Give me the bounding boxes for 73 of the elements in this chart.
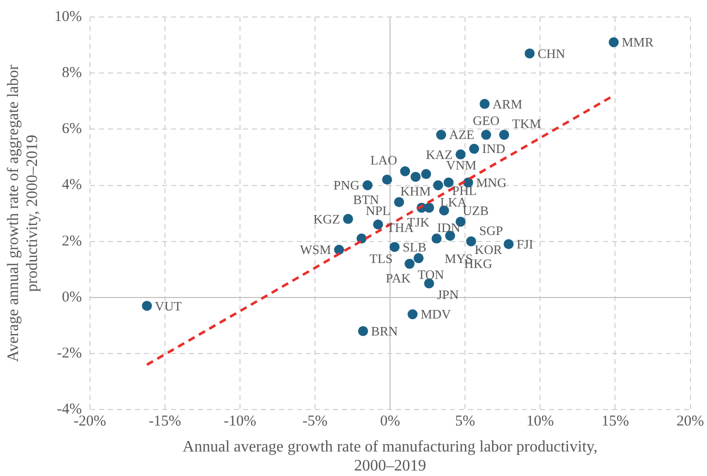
annotation: IDN xyxy=(437,220,461,236)
annotation: TLS xyxy=(370,250,393,266)
annotation: GEO xyxy=(472,113,500,128)
x-tick-label: -20% xyxy=(74,414,106,430)
annotation: WSM xyxy=(300,242,332,258)
annotation: FJI xyxy=(516,236,534,252)
x-tick-label: 0% xyxy=(380,414,400,430)
point xyxy=(358,326,368,336)
x-tick-label: -10% xyxy=(224,414,256,430)
point xyxy=(524,48,535,58)
point xyxy=(466,236,476,246)
y-tick-label: 10% xyxy=(54,8,82,25)
annotation: TKM xyxy=(512,116,542,132)
point xyxy=(343,214,354,224)
point xyxy=(432,234,442,244)
point xyxy=(400,166,410,176)
y-axis-title: Average annual growth rate of aggregate labor productivity, 2000–2019 xyxy=(4,64,42,362)
point xyxy=(424,202,434,213)
annotation: ARM xyxy=(492,96,523,112)
point xyxy=(142,300,152,311)
x-tick-label: 20% xyxy=(676,414,704,430)
x-axis-title: Annual average growth rate of manufacturing labor productivity, 2000–2019 xyxy=(182,438,598,475)
annotation: TON xyxy=(418,267,445,282)
x-tick-label: 15% xyxy=(601,414,629,430)
point xyxy=(444,177,454,188)
y-tick-label: 8% xyxy=(62,65,82,82)
point xyxy=(480,98,490,109)
annotation: PHL xyxy=(452,182,477,198)
annotation: PNG xyxy=(334,178,360,193)
annotation: KHM xyxy=(400,183,432,198)
y-tick-label: 4% xyxy=(62,177,82,194)
point xyxy=(373,220,384,230)
annotation: PAK xyxy=(386,270,412,286)
annotation: MNG xyxy=(476,174,506,190)
point xyxy=(504,239,514,250)
point xyxy=(410,172,421,182)
y-tick-label: 6% xyxy=(62,121,82,138)
annotation: BRN xyxy=(371,324,398,338)
annotation: SGP xyxy=(479,222,503,238)
annotation: LAO xyxy=(370,152,398,168)
point xyxy=(433,180,444,190)
x-tick-label: -15% xyxy=(148,414,182,430)
point xyxy=(608,37,619,48)
x-tick-label: -5% xyxy=(302,414,328,430)
annotation: MMR xyxy=(622,34,654,50)
point xyxy=(469,144,480,154)
point xyxy=(334,244,344,255)
point xyxy=(414,253,424,264)
annotation: VUT xyxy=(154,298,182,314)
y-tick-label: -2% xyxy=(56,345,82,362)
point xyxy=(456,149,466,160)
x-tick-label: 5% xyxy=(455,414,476,430)
annotation: AZE xyxy=(449,127,474,142)
point xyxy=(499,130,510,140)
annotation: JPN xyxy=(437,286,460,302)
annotation: IND xyxy=(482,141,506,156)
y-tick-label: 0% xyxy=(62,289,82,306)
point xyxy=(382,174,392,185)
annotation: CHN xyxy=(538,46,566,61)
point xyxy=(436,130,446,140)
point xyxy=(404,258,415,269)
point xyxy=(408,309,418,320)
annotation: KOR xyxy=(474,242,502,258)
point xyxy=(481,130,492,140)
point xyxy=(421,169,432,180)
point xyxy=(362,180,373,190)
point xyxy=(394,197,404,208)
point xyxy=(390,242,400,252)
annotation: KGZ xyxy=(313,211,340,226)
annotation: SLB xyxy=(402,239,427,254)
x-tick-label: 10% xyxy=(526,414,554,430)
annotation: MDV xyxy=(420,306,452,322)
y-tick-label: 2% xyxy=(62,233,82,250)
